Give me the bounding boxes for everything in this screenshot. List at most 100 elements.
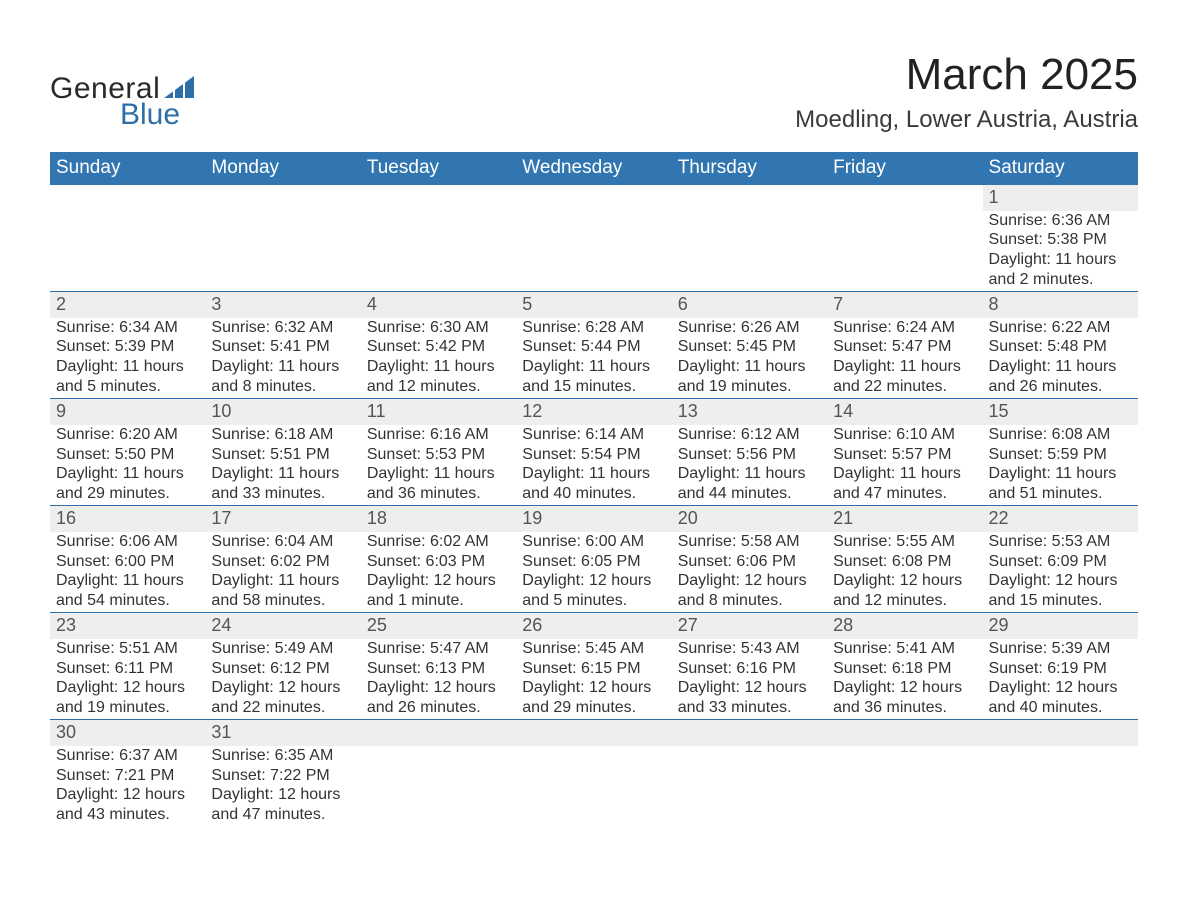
day-detail-cell: Sunrise: 6:26 AMSunset: 5:45 PMDaylight:… [672, 318, 827, 399]
week-detail-row: Sunrise: 6:36 AMSunset: 5:38 PMDaylight:… [50, 211, 1138, 292]
sunset-text: Sunset: 6:03 PM [367, 552, 510, 572]
day-detail-cell: Sunrise: 6:16 AMSunset: 5:53 PMDaylight:… [361, 425, 516, 506]
sunset-text: Sunset: 5:56 PM [678, 445, 821, 465]
sunset-text: Sunset: 5:53 PM [367, 445, 510, 465]
day-number-cell: 11 [361, 399, 516, 425]
day-detail-cell [516, 746, 671, 826]
daylight-text: Daylight: 12 hours and 47 minutes. [211, 785, 354, 824]
sunrise-text: Sunrise: 6:36 AM [989, 211, 1132, 231]
sunset-text: Sunset: 5:47 PM [833, 337, 976, 357]
daylight-text: Daylight: 12 hours and 43 minutes. [56, 785, 199, 824]
day-detail-cell [827, 746, 982, 826]
sunrise-text: Sunrise: 6:06 AM [56, 532, 199, 552]
day-detail-cell [50, 211, 205, 292]
sunrise-text: Sunrise: 6:10 AM [833, 425, 976, 445]
sunrise-text: Sunrise: 5:51 AM [56, 639, 199, 659]
day-number-cell: 30 [50, 720, 205, 746]
sunset-text: Sunset: 5:59 PM [989, 445, 1132, 465]
daylight-text: Daylight: 11 hours and 5 minutes. [56, 357, 199, 396]
day-detail-cell: Sunrise: 5:51 AMSunset: 6:11 PMDaylight:… [50, 639, 205, 720]
day-detail-cell: Sunrise: 6:24 AMSunset: 5:47 PMDaylight:… [827, 318, 982, 399]
daylight-text: Daylight: 11 hours and 15 minutes. [522, 357, 665, 396]
day-detail-cell [516, 211, 671, 292]
day-number-cell [205, 185, 360, 211]
day-header-row: Sunday Monday Tuesday Wednesday Thursday… [50, 152, 1138, 185]
daylight-text: Daylight: 11 hours and 33 minutes. [211, 464, 354, 503]
day-detail-cell: Sunrise: 6:06 AMSunset: 6:00 PMDaylight:… [50, 532, 205, 613]
sunrise-text: Sunrise: 5:39 AM [989, 639, 1132, 659]
day-number-cell: 24 [205, 613, 360, 639]
daylight-text: Daylight: 11 hours and 2 minutes. [989, 250, 1132, 289]
day-detail-cell [361, 211, 516, 292]
sunset-text: Sunset: 6:12 PM [211, 659, 354, 679]
week-daynum-row: 9101112131415 [50, 399, 1138, 425]
day-number-cell [983, 720, 1138, 746]
day-detail-cell: Sunrise: 6:35 AMSunset: 7:22 PMDaylight:… [205, 746, 360, 826]
daylight-text: Daylight: 11 hours and 12 minutes. [367, 357, 510, 396]
day-number-cell: 31 [205, 720, 360, 746]
daylight-text: Daylight: 12 hours and 8 minutes. [678, 571, 821, 610]
week-detail-row: Sunrise: 6:37 AMSunset: 7:21 PMDaylight:… [50, 746, 1138, 826]
calendar-table: Sunday Monday Tuesday Wednesday Thursday… [50, 152, 1138, 826]
week-daynum-row: 16171819202122 [50, 506, 1138, 532]
day-detail-cell: Sunrise: 5:58 AMSunset: 6:06 PMDaylight:… [672, 532, 827, 613]
sunset-text: Sunset: 6:08 PM [833, 552, 976, 572]
daylight-text: Daylight: 12 hours and 12 minutes. [833, 571, 976, 610]
daylight-text: Daylight: 11 hours and 22 minutes. [833, 357, 976, 396]
day-number-cell: 16 [50, 506, 205, 532]
day-number-cell: 5 [516, 292, 671, 318]
day-number-cell: 19 [516, 506, 671, 532]
day-detail-cell [983, 746, 1138, 826]
day-number-cell: 26 [516, 613, 671, 639]
day-detail-cell [672, 746, 827, 826]
sunset-text: Sunset: 5:42 PM [367, 337, 510, 357]
sunset-text: Sunset: 6:05 PM [522, 552, 665, 572]
day-detail-cell: Sunrise: 6:22 AMSunset: 5:48 PMDaylight:… [983, 318, 1138, 399]
sunset-text: Sunset: 5:44 PM [522, 337, 665, 357]
day-detail-cell: Sunrise: 6:36 AMSunset: 5:38 PMDaylight:… [983, 211, 1138, 292]
sunset-text: Sunset: 5:38 PM [989, 230, 1132, 250]
day-number-cell: 4 [361, 292, 516, 318]
sunrise-text: Sunrise: 6:30 AM [367, 318, 510, 338]
sunrise-text: Sunrise: 6:37 AM [56, 746, 199, 766]
day-detail-cell [361, 746, 516, 826]
day-number-cell [50, 185, 205, 211]
day-detail-cell: Sunrise: 6:12 AMSunset: 5:56 PMDaylight:… [672, 425, 827, 506]
day-detail-cell: Sunrise: 6:00 AMSunset: 6:05 PMDaylight:… [516, 532, 671, 613]
day-header: Tuesday [361, 152, 516, 185]
day-number-cell: 13 [672, 399, 827, 425]
daylight-text: Daylight: 12 hours and 40 minutes. [989, 678, 1132, 717]
sunset-text: Sunset: 6:09 PM [989, 552, 1132, 572]
sunset-text: Sunset: 6:02 PM [211, 552, 354, 572]
sunrise-text: Sunrise: 6:20 AM [56, 425, 199, 445]
sunrise-text: Sunrise: 6:32 AM [211, 318, 354, 338]
day-detail-cell: Sunrise: 5:53 AMSunset: 6:09 PMDaylight:… [983, 532, 1138, 613]
sunrise-text: Sunrise: 5:58 AM [678, 532, 821, 552]
sunrise-text: Sunrise: 6:02 AM [367, 532, 510, 552]
day-number-cell: 1 [983, 185, 1138, 211]
sunset-text: Sunset: 5:50 PM [56, 445, 199, 465]
sunrise-text: Sunrise: 5:53 AM [989, 532, 1132, 552]
day-detail-cell: Sunrise: 5:43 AMSunset: 6:16 PMDaylight:… [672, 639, 827, 720]
day-number-cell [361, 720, 516, 746]
day-detail-cell: Sunrise: 6:02 AMSunset: 6:03 PMDaylight:… [361, 532, 516, 613]
sunrise-text: Sunrise: 6:00 AM [522, 532, 665, 552]
week-daynum-row: 2345678 [50, 292, 1138, 318]
sunset-text: Sunset: 5:54 PM [522, 445, 665, 465]
day-number-cell: 25 [361, 613, 516, 639]
sunrise-text: Sunrise: 6:08 AM [989, 425, 1132, 445]
day-detail-cell: Sunrise: 6:08 AMSunset: 5:59 PMDaylight:… [983, 425, 1138, 506]
daylight-text: Daylight: 12 hours and 15 minutes. [989, 571, 1132, 610]
day-detail-cell [827, 211, 982, 292]
day-number-cell [516, 185, 671, 211]
sunset-text: Sunset: 5:51 PM [211, 445, 354, 465]
week-daynum-row: 3031 [50, 720, 1138, 746]
daylight-text: Daylight: 12 hours and 26 minutes. [367, 678, 510, 717]
day-number-cell: 29 [983, 613, 1138, 639]
sunrise-text: Sunrise: 5:45 AM [522, 639, 665, 659]
day-detail-cell: Sunrise: 6:37 AMSunset: 7:21 PMDaylight:… [50, 746, 205, 826]
sunrise-text: Sunrise: 6:28 AM [522, 318, 665, 338]
week-detail-row: Sunrise: 6:20 AMSunset: 5:50 PM Daylight:… [50, 425, 1138, 506]
sunset-text: Sunset: 6:06 PM [678, 552, 821, 572]
day-header: Monday [205, 152, 360, 185]
